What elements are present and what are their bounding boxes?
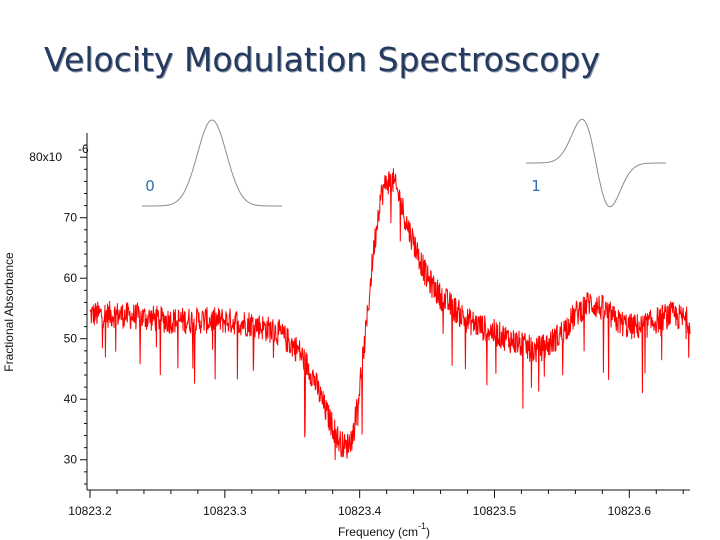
series-layer: [89, 168, 691, 461]
x-axis-label-exponent: -1: [418, 521, 426, 531]
inset-gaussian-line: [142, 119, 282, 207]
inset-derivative-line: [526, 118, 666, 208]
absorbance-trace: [89, 168, 691, 461]
y-exponent-label: -6: [78, 142, 89, 156]
inset-derivative: 1: [526, 118, 666, 208]
y-tick-label-50: 50: [64, 332, 78, 346]
x-tick-label-4: 10823.6: [608, 504, 652, 518]
x-tick-label-2: 10823.4: [338, 504, 382, 518]
x-tick-label-0: 10823.2: [68, 504, 112, 518]
y-tick-label-70: 70: [64, 211, 78, 225]
slide-title: Velocity Modulation Spectroscopy: [44, 40, 600, 79]
y-axis-label: Fractional Absorbance: [2, 252, 16, 372]
y-tick-label-40: 40: [64, 392, 78, 406]
inset-gaussian-label: 0: [145, 177, 155, 195]
x-axis-label-suffix: ): [426, 525, 430, 539]
y-ticks: 30 40 50 60 70 80x10 -6: [29, 142, 89, 485]
inset-derivative-label: 1: [531, 177, 541, 195]
y-tick-label-80: 80x10: [29, 150, 62, 164]
x-axis-label: Frequency (cm-1): [338, 521, 430, 539]
x-ticks: 10823.2 10823.3 10823.4 10823.5 10823.6: [68, 490, 684, 518]
y-tick-label-60: 60: [64, 271, 78, 285]
inset-gaussian: 0: [142, 119, 282, 207]
y-tick-label-30: 30: [64, 453, 78, 467]
x-axis-label-main: Frequency (cm: [338, 525, 418, 539]
x-tick-label-1: 10823.3: [203, 504, 247, 518]
x-tick-label-3: 10823.5: [473, 504, 517, 518]
